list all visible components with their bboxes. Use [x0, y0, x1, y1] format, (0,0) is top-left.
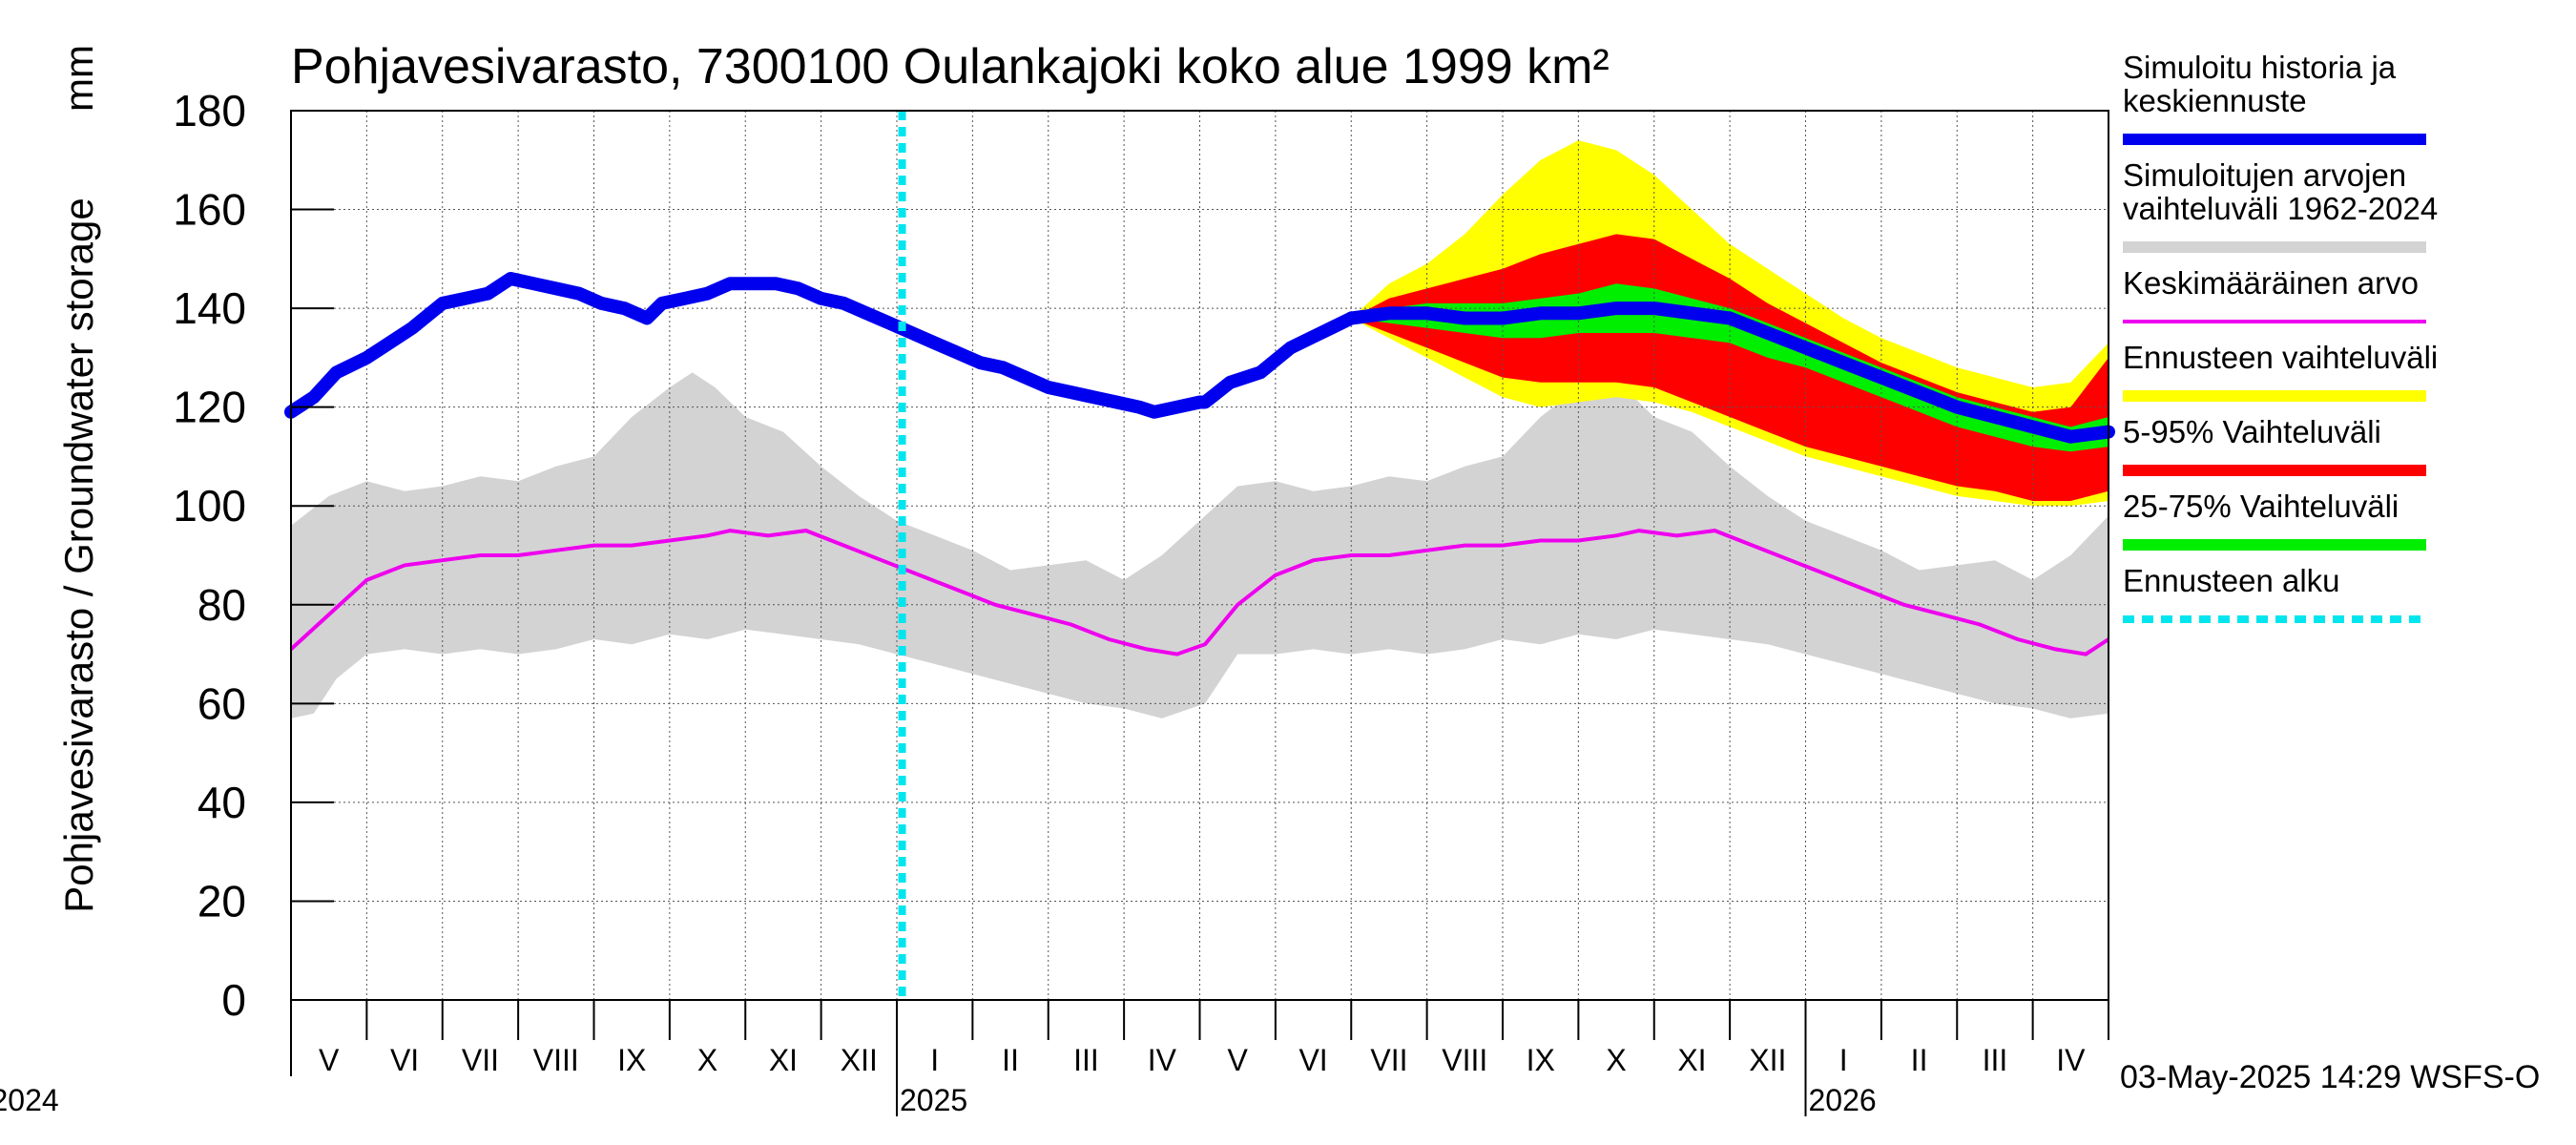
legend-label: Ennusteen alku: [2123, 563, 2340, 598]
y-tick-label: 40: [197, 778, 246, 827]
x-axis: V VI VII VIII IX X XI XII I II III IV V VI VII VIII IX X X…: [0, 1000, 2109, 1117]
legend-label: keskiennuste: [2123, 83, 2307, 118]
footer-timestamp: 03-May-2025 14:29 WSFS-O: [2120, 1059, 2540, 1095]
year-tick-label: 2025: [900, 1083, 967, 1117]
month-tick-label: XI: [1677, 1043, 1706, 1077]
year-tick-label: 2026: [1809, 1083, 1877, 1117]
month-tick-label: VIII: [533, 1043, 579, 1077]
y-tick-label: 100: [173, 481, 246, 531]
grid-lines: [291, 111, 2109, 1000]
legend-label: Ennusteen vaihteluväli: [2123, 340, 2438, 375]
y-tick-label: 120: [173, 383, 246, 432]
legend-label: Simuloitu historia ja: [2123, 50, 2397, 85]
y-tick-label: 20: [197, 876, 246, 926]
y-tick-label: 140: [173, 283, 246, 333]
history-line: [284, 272, 1359, 419]
y-tick-label: 160: [173, 185, 246, 235]
legend-label: 5-95% Vaihteluväli: [2123, 414, 2381, 449]
month-tick-label: X: [697, 1043, 717, 1077]
legend-label: 25-75% Vaihteluväli: [2123, 489, 2399, 524]
month-tick-label: VIII: [1442, 1043, 1487, 1077]
month-tick-label: VI: [1298, 1043, 1327, 1077]
month-tick-label: I: [1839, 1043, 1848, 1077]
month-tick-label: VII: [462, 1043, 499, 1077]
month-tick-label: IX: [617, 1043, 646, 1077]
y-tick-label: 80: [197, 580, 246, 630]
y-axis: 0 20 40 60 80 100 120 140 160 180: [173, 86, 334, 1025]
legend-label: Keskimääräinen arvo: [2123, 265, 2419, 301]
legend-label: Simuloitujen arvojen: [2123, 157, 2406, 193]
y-tick-label: 0: [221, 975, 246, 1025]
chart-title: Pohjavesivarasto, 7300100 Oulankajoki ko…: [291, 39, 1610, 94]
y-tick-label: 180: [173, 86, 246, 135]
p25-75-band: [1351, 283, 2109, 452]
mean-line: [289, 529, 2110, 656]
month-tick-label: V: [1228, 1043, 1249, 1077]
month-tick-label: IV: [2056, 1043, 2086, 1077]
month-tick-label: I: [930, 1043, 939, 1077]
month-tick-label: II: [1002, 1043, 1019, 1077]
month-tick-label: II: [1911, 1043, 1928, 1077]
y-axis-label: Pohjavesivarasto / Groundwater storage: [56, 198, 101, 912]
y-tick-label: 60: [197, 678, 246, 728]
month-tick-label: XII: [1749, 1043, 1786, 1077]
median-forecast-line: [1344, 302, 2115, 444]
month-tick-label: III: [1983, 1043, 2008, 1077]
month-tick-label: III: [1073, 1043, 1099, 1077]
month-tick-label: IV: [1148, 1043, 1177, 1077]
data-lines: [284, 111, 2115, 1000]
month-tick-label: IX: [1527, 1043, 1555, 1077]
legend-label: vaihteluväli 1962-2024: [2123, 191, 2438, 226]
month-tick-label: XI: [769, 1043, 798, 1077]
month-tick-label: X: [1606, 1043, 1626, 1077]
y-axis-unit: mm: [56, 45, 101, 112]
month-tick-label: VII: [1370, 1043, 1407, 1077]
month-tick-label: VI: [390, 1043, 419, 1077]
year-tick-label: 2024: [0, 1083, 59, 1117]
month-tick-label: V: [319, 1043, 340, 1077]
month-tick-label: XII: [841, 1043, 878, 1077]
